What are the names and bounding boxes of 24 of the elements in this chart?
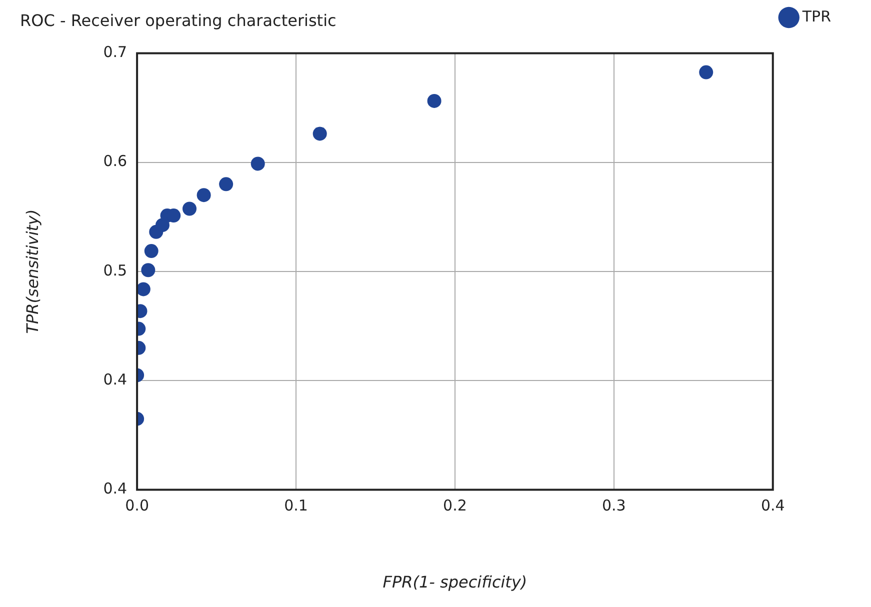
x-tick-label: 0.3 (602, 496, 626, 515)
point (312, 126, 327, 141)
y-tick-label: 0.4 (103, 370, 128, 389)
point (141, 263, 156, 278)
point (427, 94, 442, 108)
x-tick-label: 0.0 (125, 496, 149, 515)
point (182, 202, 197, 216)
chart-title: ROC - Receiver operating characteristic (20, 10, 336, 30)
x-tick-label: 0.2 (443, 496, 467, 515)
y-tick-label: 0.4 (103, 480, 128, 498)
point (196, 188, 211, 202)
point (219, 177, 234, 192)
point (144, 244, 158, 258)
y-tick-label: 0.5 (103, 261, 128, 280)
x-tick-label: 0.4 (760, 496, 785, 515)
x-axis-title: FPR(1- specificity) (382, 572, 528, 592)
point (137, 282, 150, 296)
y-tick-label: 0.6 (103, 152, 128, 170)
x-tick-label: 0.1 (284, 496, 308, 515)
y-tick-label: 0.7 (103, 43, 128, 62)
legend-label: TPR (801, 7, 832, 26)
point (699, 65, 714, 80)
point (250, 156, 265, 171)
y-axis-title: TPR(sensitivity) (22, 209, 42, 334)
